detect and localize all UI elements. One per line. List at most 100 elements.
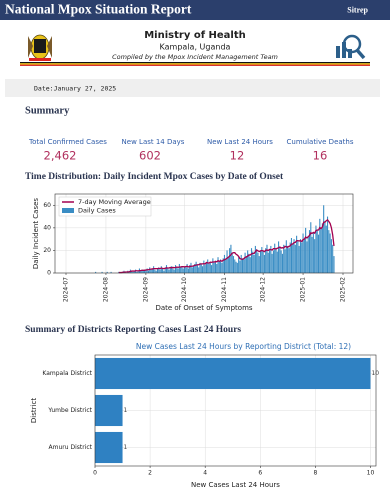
bar xyxy=(218,261,220,273)
value-label: 1 xyxy=(124,407,128,414)
bar xyxy=(231,252,233,273)
y-tick-label: 60 xyxy=(43,202,51,209)
bar xyxy=(171,266,173,273)
x-tick-label: 2024-11 xyxy=(221,277,228,302)
metric-label: New Last 24 Hours xyxy=(207,138,273,146)
bar xyxy=(203,260,205,273)
bar xyxy=(195,261,197,273)
moving-average-line xyxy=(118,218,335,274)
value-label: 1 xyxy=(124,444,128,451)
bar xyxy=(220,259,222,273)
metric-value: 2,462 xyxy=(44,149,77,163)
bar xyxy=(302,233,304,273)
bar xyxy=(315,225,317,273)
bar xyxy=(284,249,286,273)
x-tick-label: 2024-10 xyxy=(181,277,188,302)
bar xyxy=(190,262,192,273)
bar xyxy=(225,259,227,273)
chart-title: New Cases Last 24 Hours by Reporting Dis… xyxy=(136,342,351,351)
bar xyxy=(229,248,231,273)
bar xyxy=(317,234,320,273)
bar xyxy=(320,227,322,273)
bar xyxy=(258,256,260,273)
x-tick-label: 10 xyxy=(367,470,375,477)
bar xyxy=(262,251,264,273)
bar xyxy=(234,259,236,273)
bar xyxy=(155,270,157,273)
bar xyxy=(328,230,330,273)
bar xyxy=(265,248,267,273)
bar xyxy=(310,222,312,273)
bar xyxy=(323,205,325,273)
bar xyxy=(301,242,303,273)
section-heading: Time Distribution: Daily Incident Mpox C… xyxy=(25,172,284,182)
report-date: Date:January 27, 2025 xyxy=(34,85,116,93)
bar xyxy=(303,239,305,273)
bar xyxy=(180,267,182,273)
y-tick-label: 40 xyxy=(43,224,51,231)
bar xyxy=(194,263,196,273)
bar xyxy=(253,254,255,273)
legend-label: Daily Cases xyxy=(78,207,116,215)
metric-label: New Last 14 Days xyxy=(122,138,185,146)
bar xyxy=(324,221,326,273)
bar xyxy=(144,269,146,273)
bar xyxy=(176,267,178,273)
bar xyxy=(136,271,138,273)
bar xyxy=(293,239,295,273)
bar xyxy=(209,261,211,273)
x-tick-label: 6 xyxy=(258,470,262,477)
bar xyxy=(330,239,332,273)
bar xyxy=(244,252,246,273)
x-tick-label: 4 xyxy=(203,470,207,477)
bar xyxy=(131,270,133,273)
bar xyxy=(167,268,169,273)
bar xyxy=(140,270,142,273)
bar xyxy=(142,270,144,273)
bar xyxy=(160,266,162,273)
legend-box xyxy=(58,196,152,217)
bar xyxy=(261,247,263,273)
bar xyxy=(292,243,294,273)
bar xyxy=(208,263,210,273)
bar xyxy=(162,268,164,273)
bar xyxy=(95,394,123,427)
bar xyxy=(308,230,311,273)
bar xyxy=(95,271,97,273)
bar xyxy=(281,253,283,273)
bar xyxy=(332,244,334,273)
report-icon xyxy=(336,34,366,60)
bar xyxy=(198,267,200,273)
bar xyxy=(173,269,175,273)
bar xyxy=(269,249,271,273)
bar xyxy=(178,263,180,273)
bar xyxy=(186,263,188,273)
bar xyxy=(202,266,204,273)
bar xyxy=(274,243,276,273)
bar xyxy=(159,269,161,273)
bar xyxy=(101,271,103,273)
bar xyxy=(145,269,147,273)
bar xyxy=(272,250,274,273)
bar xyxy=(147,270,150,273)
bar xyxy=(278,241,280,273)
bar xyxy=(158,267,160,273)
bar xyxy=(212,258,214,273)
y-axis-label: District xyxy=(30,398,38,423)
bar xyxy=(193,266,195,273)
flag-stripe xyxy=(20,62,370,66)
location: Kampala, Uganda xyxy=(160,43,231,52)
bar xyxy=(141,269,143,273)
bar xyxy=(254,245,256,273)
bar xyxy=(289,242,291,273)
ministry: Ministry of Health xyxy=(144,30,246,41)
coat-of-arms xyxy=(28,34,52,61)
y-tick-label: Yumbe District xyxy=(47,407,92,414)
bar xyxy=(183,266,186,273)
plot-frame xyxy=(54,193,354,274)
bar xyxy=(279,247,281,273)
bar xyxy=(153,266,155,273)
value-label: 10 xyxy=(371,370,379,377)
